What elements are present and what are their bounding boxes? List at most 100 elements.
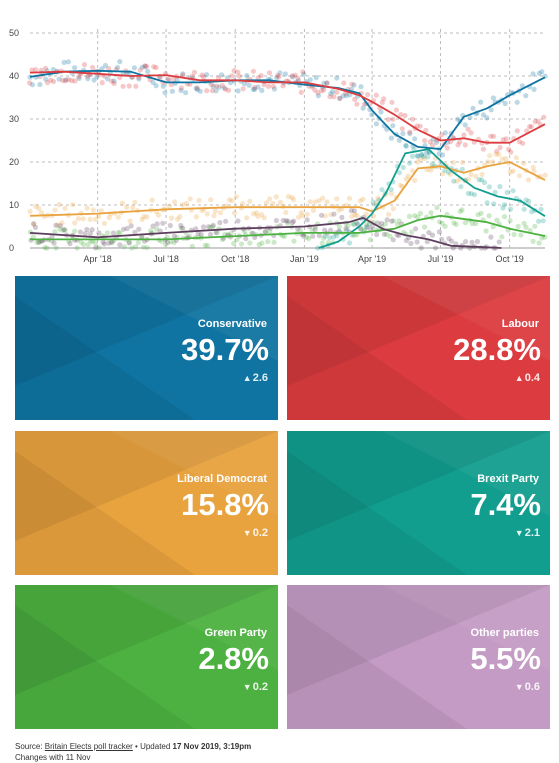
y-tick-label: 0 (9, 243, 14, 253)
poll-dot (32, 224, 39, 230)
poll-dot (406, 213, 413, 219)
poll-dot (132, 229, 138, 235)
poll-dot (399, 126, 405, 132)
poll-dot (274, 75, 280, 81)
poll-dot (417, 156, 423, 162)
poll-dot (81, 62, 88, 68)
tile-shade (287, 451, 467, 575)
poll-dot (469, 239, 475, 245)
poll-dot (535, 118, 541, 124)
poll-dot (384, 217, 390, 223)
poll-dot (216, 75, 222, 81)
poll-dot (340, 93, 346, 99)
party-change: ▼0.6 (515, 681, 540, 693)
poll-dot (354, 101, 360, 107)
poll-dot (70, 202, 76, 208)
poll-dot (214, 83, 220, 89)
poll-dot (171, 233, 177, 239)
poll-dot (62, 227, 68, 233)
tile-shade (382, 431, 550, 516)
poll-dot (400, 131, 406, 137)
tile-other-parties[interactable]: Other parties 5.5% ▼0.6 (287, 585, 550, 729)
tile-shade (15, 296, 195, 420)
poll-dot (445, 169, 451, 175)
poll-dot (241, 81, 248, 87)
poll-dot (62, 205, 68, 211)
poll-dot (336, 95, 343, 101)
poll-dot (440, 171, 446, 177)
poll-dot (258, 73, 264, 79)
poll-dot (514, 99, 520, 105)
poll-dot (255, 84, 261, 90)
source-prefix: Source: (15, 742, 45, 751)
poll-dot (282, 71, 288, 77)
poll-dot (133, 83, 139, 89)
poll-dot (531, 168, 537, 175)
poll-dot (240, 86, 246, 92)
poll-dot (428, 210, 434, 216)
poll-dot (277, 199, 284, 205)
poll-dot (127, 218, 133, 224)
poll-dot (385, 116, 391, 123)
poll-dot (468, 130, 474, 136)
poll-dot (321, 87, 327, 93)
poll-dot (475, 212, 481, 218)
poll-dot (212, 208, 218, 214)
poll-dot (330, 234, 337, 240)
poll-dot (69, 78, 75, 84)
poll-dot (140, 244, 147, 250)
poll-dot (295, 75, 301, 81)
poll-dot (525, 177, 532, 183)
poll-dot (263, 200, 270, 206)
poll-dot (222, 86, 229, 92)
poll-dot (85, 76, 91, 82)
poll-dot (449, 238, 455, 244)
poll-dot (53, 222, 59, 228)
poll-dot (402, 112, 408, 119)
poll-dot (465, 176, 471, 183)
tile-conservative[interactable]: Conservative 39.7% ▲2.6 (15, 276, 278, 420)
party-share: 15.8% (181, 487, 269, 522)
y-tick-label: 50 (9, 28, 19, 38)
poll-dot (240, 201, 246, 207)
poll-dot (297, 227, 303, 233)
poll-dot (369, 112, 375, 118)
tile-labour[interactable]: Labour 28.8% ▲0.4 (287, 276, 550, 420)
poll-dot (108, 240, 114, 246)
tile-liberal-democrat[interactable]: Liberal Democrat 15.8% ▼0.2 (15, 431, 278, 575)
poll-dot (253, 210, 260, 216)
poll-dot (527, 124, 533, 130)
poll-dot (420, 153, 427, 160)
poll-dot (33, 203, 39, 209)
poll-dot (540, 218, 546, 224)
poll-dot (100, 239, 106, 245)
poll-dot (418, 245, 424, 251)
poll-dot (476, 177, 482, 183)
poll-dot (373, 92, 379, 98)
poll-dot (479, 171, 485, 177)
poll-dot (110, 230, 116, 236)
poll-dot (194, 87, 200, 93)
poll-dot (259, 87, 265, 93)
poll-dot (229, 73, 235, 79)
poll-dot (518, 232, 524, 238)
poll-dot (474, 238, 480, 245)
poll-dot (437, 219, 443, 225)
poll-dot (66, 77, 72, 83)
poll-dot (360, 105, 366, 111)
poll-dot (304, 234, 310, 240)
poll-dot (252, 84, 258, 90)
tile-brexit-party[interactable]: Brexit Party 7.4% ▼2.1 (287, 431, 550, 575)
poll-dot (126, 239, 133, 245)
poll-dot (425, 154, 431, 160)
triangle-down-icon: ▼ (514, 682, 524, 692)
poll-dot (417, 123, 423, 129)
tile-green-party[interactable]: Green Party 2.8% ▼0.2 (15, 585, 278, 729)
source-link[interactable]: Britain Elects poll tracker (44, 742, 133, 751)
poll-dot (349, 81, 355, 87)
poll-dot (507, 169, 513, 175)
poll-dot (478, 99, 484, 105)
poll-dot (96, 230, 102, 236)
party-change: ▲0.4 (515, 372, 540, 384)
poll-dot (523, 197, 529, 203)
